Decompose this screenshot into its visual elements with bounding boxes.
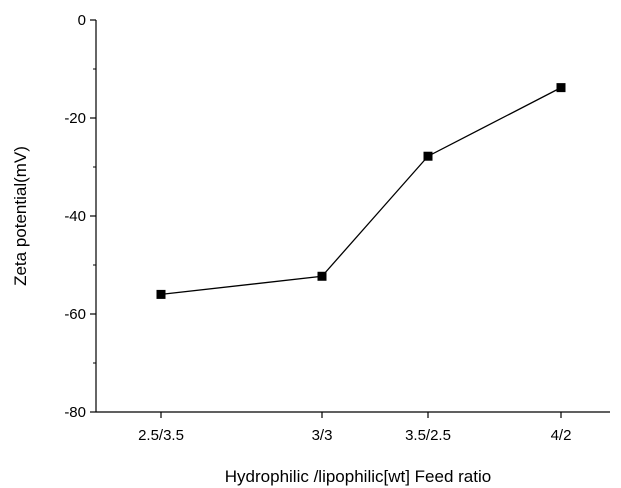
x-tick-label: 4/2	[551, 427, 572, 444]
y-tick-label: 0	[78, 12, 86, 29]
series-group	[156, 83, 566, 299]
x-tick-label: 2.5/3.5	[138, 427, 184, 444]
x-axis-label: Hydrophilic /lipophilic[wt] Feed ratio	[225, 467, 491, 486]
x-tick-label: 3.5/2.5	[405, 427, 451, 444]
data-point	[317, 271, 327, 281]
data-point	[423, 151, 433, 161]
x-tick-label: 3/3	[312, 427, 333, 444]
y-tick-label: -60	[64, 306, 86, 323]
y-tick-label: -40	[64, 208, 86, 225]
data-point	[156, 289, 166, 299]
series-line	[160, 87, 562, 296]
y-tick-label: -80	[64, 404, 86, 421]
y-tick-label: -20	[64, 110, 86, 127]
axes	[95, 20, 610, 413]
y-axis-label: Zeta potential(mV)	[11, 146, 30, 286]
x-ticks: 2.5/3.5 3/3 3.5/2.5 4/2	[138, 412, 571, 444]
y-ticks: 0 -20 -40 -60 -80	[64, 12, 96, 421]
data-point	[556, 83, 566, 93]
